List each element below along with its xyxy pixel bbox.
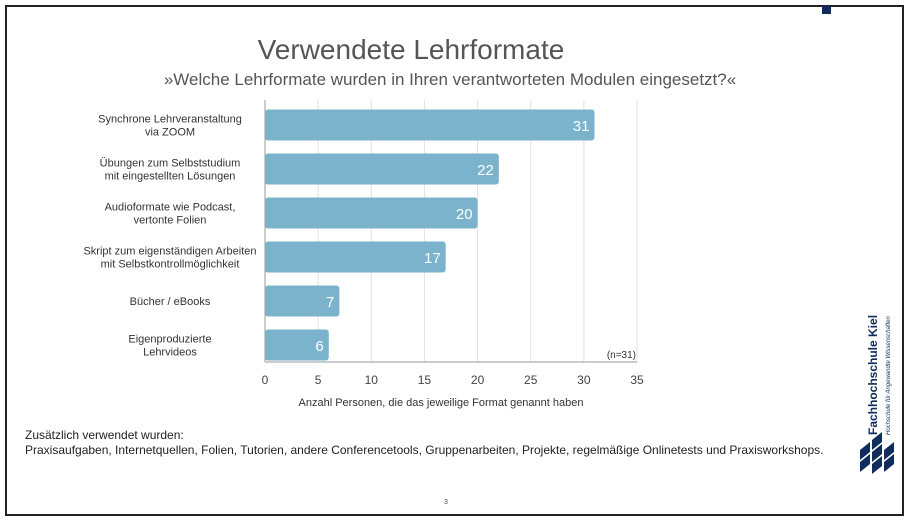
category-label: Eigenproduzierte <box>128 334 211 346</box>
x-tick-label: 35 <box>630 373 644 387</box>
bar <box>265 153 499 185</box>
data-label: 22 <box>477 162 494 179</box>
data-label: 17 <box>424 250 441 267</box>
slide-subtitle: »Welche Lehrformate wurden in Ihren vera… <box>163 70 737 89</box>
x-axis-label: Anzahl Personen, die das jeweilige Forma… <box>299 397 584 409</box>
x-tick-label: 20 <box>471 373 485 387</box>
logo-mark-icon: Fachhochschule Kiel Hochschule für Angew… <box>860 315 894 474</box>
x-tick-label: 25 <box>524 373 538 387</box>
logo-tagline: Hochschule für Angewandte Wissenschaften <box>886 316 892 435</box>
additional-heading: Zusätzlich verwendet wurden: <box>25 428 184 442</box>
bar <box>265 197 478 229</box>
bar <box>265 329 329 361</box>
data-label: 6 <box>315 338 323 355</box>
x-tick-label: 15 <box>418 373 432 387</box>
university-logo: Fachhochschule Kiel Hochschule für Angew… <box>852 290 912 480</box>
category-label: via ZOOM <box>145 127 195 139</box>
category-label: Skript zum eigenständigen Arbeiten <box>83 246 256 258</box>
category-label: vertonte Folien <box>134 215 207 227</box>
x-tick-label: 10 <box>365 373 379 387</box>
category-label: mit Selbstkontrollmöglichkeit <box>101 259 240 271</box>
data-label: 20 <box>456 206 473 223</box>
data-label: 7 <box>326 294 334 311</box>
bar <box>265 241 446 273</box>
bar <box>265 285 340 317</box>
additional-text: Praxisaufgaben, Internetquellen, Folien,… <box>25 443 824 457</box>
category-label: Lehrvideos <box>143 347 197 359</box>
slide-title: Verwendete Lehrformate <box>257 34 565 65</box>
corner-mark <box>822 6 831 14</box>
category-label: Synchrone Lehrveranstaltung <box>98 114 242 126</box>
category-label: mit eingestellten Lösungen <box>105 171 236 183</box>
bar <box>265 109 595 141</box>
x-tick-label: 5 <box>315 373 322 387</box>
sample-size-annotation: (n=31) <box>607 350 636 361</box>
category-label: Bücher / eBooks <box>130 296 211 308</box>
x-tick-label: 0 <box>262 373 269 387</box>
data-label: 31 <box>573 118 590 135</box>
logo-name: Fachhochschule Kiel <box>866 315 880 435</box>
page-number: 3 <box>444 499 448 506</box>
x-tick-label: 30 <box>577 373 591 387</box>
slide-frame <box>5 5 904 516</box>
category-label: Audioformate wie Podcast, <box>105 202 236 214</box>
category-label: Übungen zum Selbststudium <box>100 158 241 170</box>
